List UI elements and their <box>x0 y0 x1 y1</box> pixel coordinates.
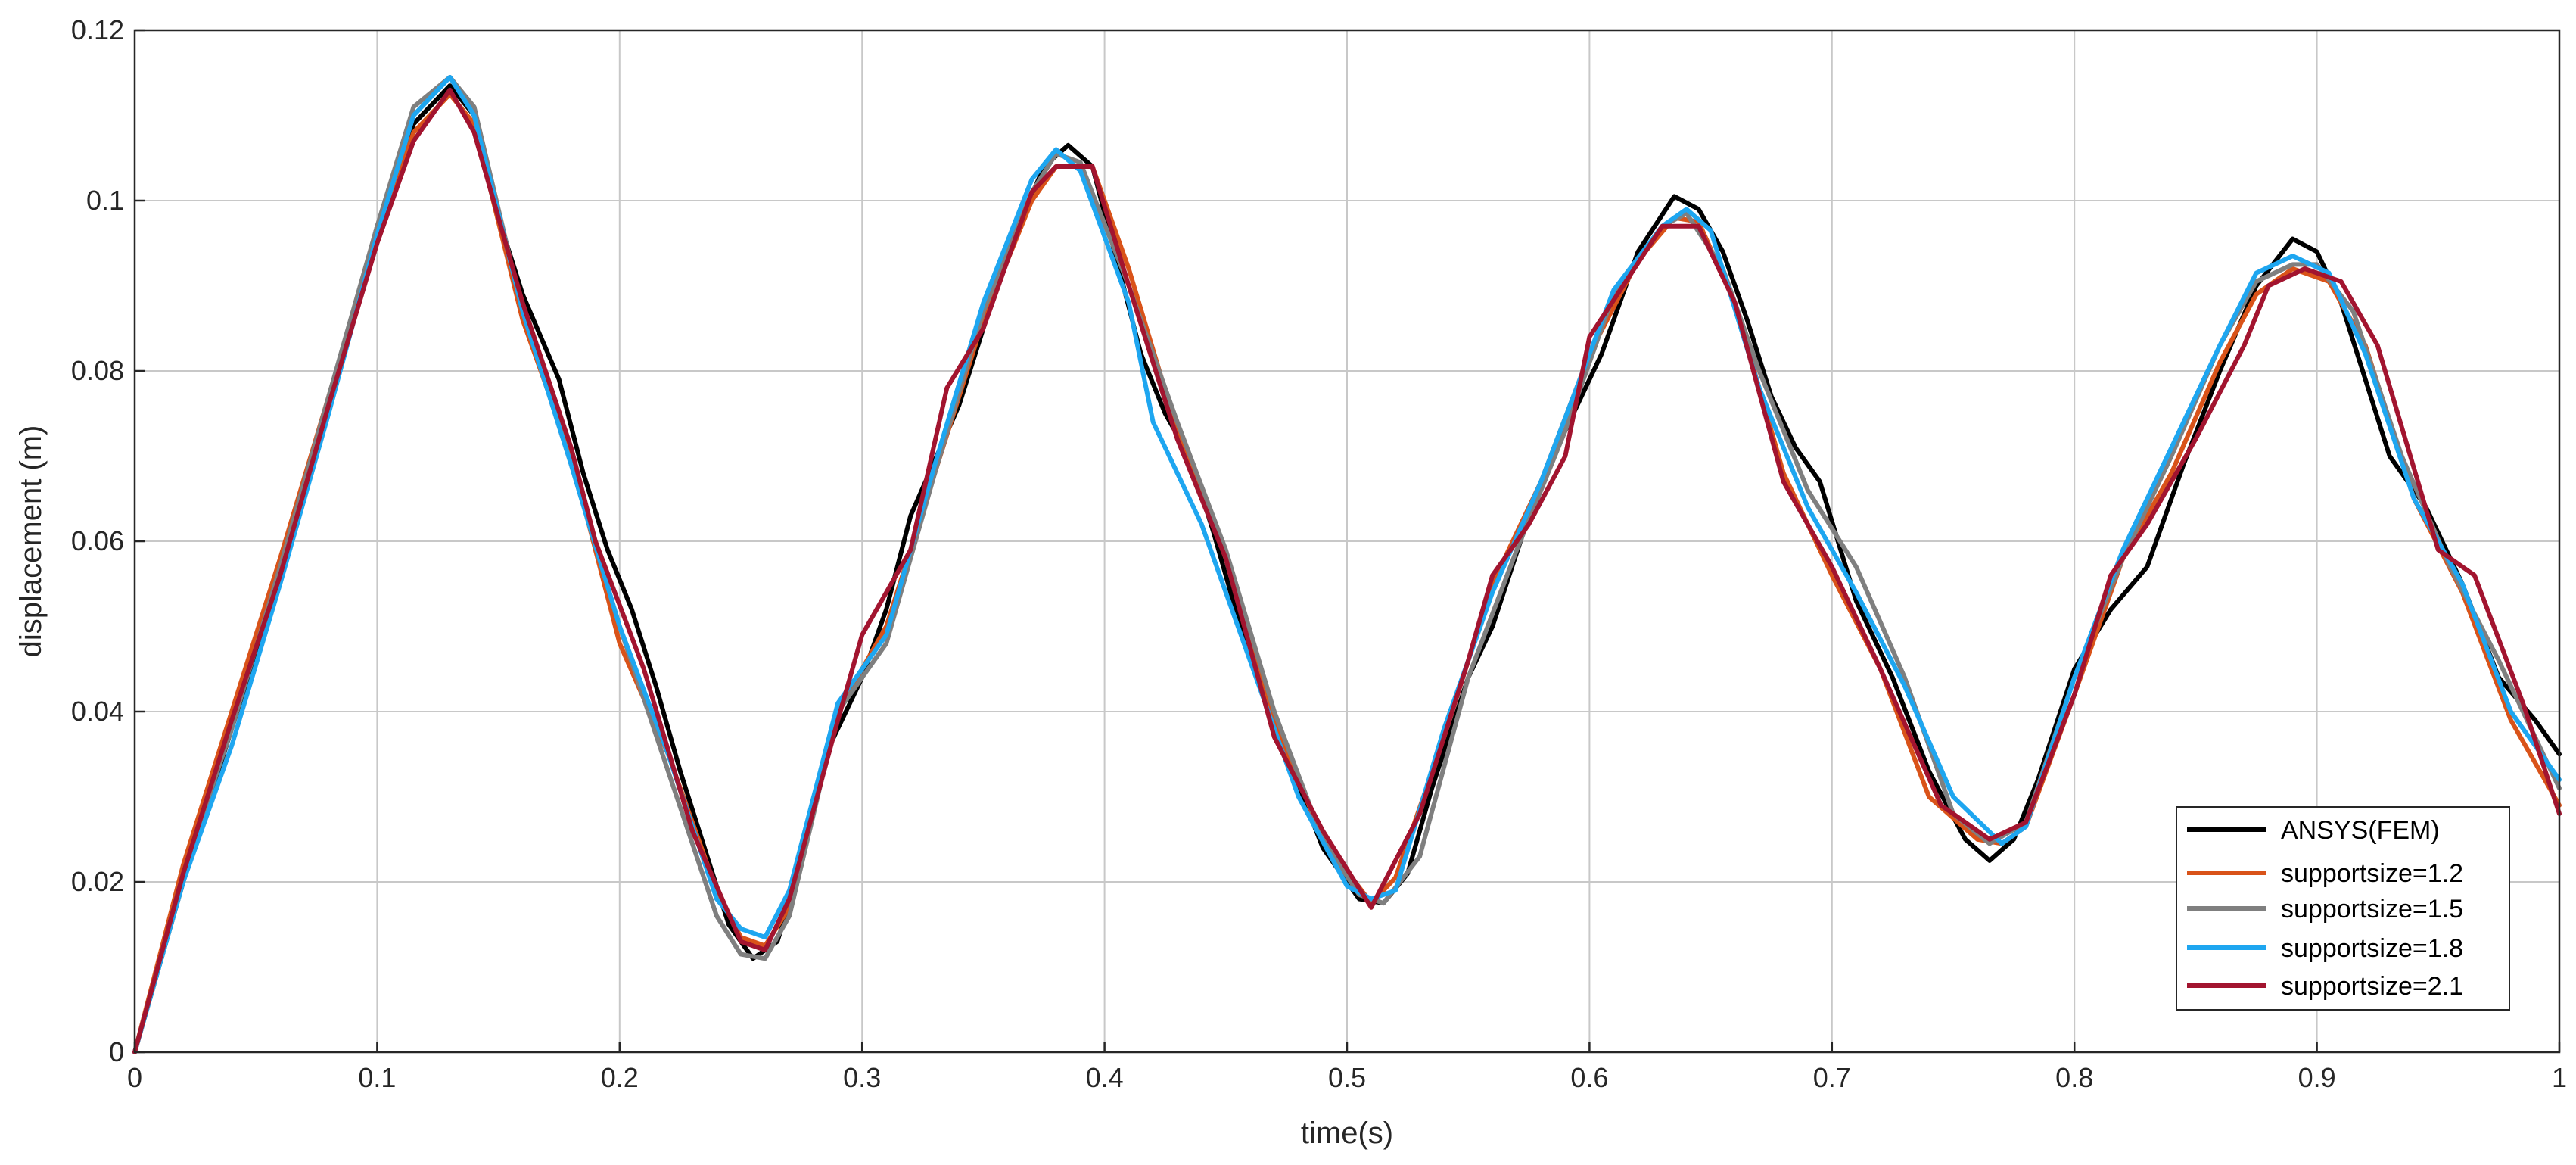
series-line-ansys-fem <box>132 83 2562 1054</box>
y-tick-label: 0 <box>109 1036 124 1067</box>
series-lines <box>132 74 2562 1054</box>
axis-ticks: 0 0.1 0.2 0.3 0.4 0.5 0.6 0.7 0.8 0.9 1 0 0.02 0.04 0.… <box>71 14 2567 1093</box>
y-axis-label: displacement (m) <box>14 425 48 658</box>
x-tick-label: 0.2 <box>601 1062 639 1093</box>
x-tick-label: 0.4 <box>1086 1062 1124 1093</box>
x-tick-label: 0.3 <box>843 1062 881 1093</box>
x-tick-label: 0 <box>127 1062 142 1093</box>
x-axis-label: time(s) <box>1301 1117 1393 1150</box>
y-tick-label: 0.08 <box>71 355 124 386</box>
y-tick-label: 0.12 <box>71 14 124 45</box>
x-tick-label: 0.9 <box>2298 1062 2336 1093</box>
y-tick-label: 0.04 <box>71 696 124 727</box>
x-tick-label: 0.7 <box>1813 1062 1851 1093</box>
legend-label-supportsize-2-1: supportsize=2.1 <box>2281 972 2463 1001</box>
x-tick-label: 0.5 <box>1328 1062 1366 1093</box>
y-tick-label: 0.06 <box>71 525 124 556</box>
x-tick-label: 1 <box>2552 1062 2567 1093</box>
series-line-supportsize-1-8 <box>132 74 2562 1054</box>
legend-label-supportsize-1-5: supportsize=1.5 <box>2281 895 2463 924</box>
x-tick-label: 0.8 <box>2055 1062 2093 1093</box>
legend-label-ansys-fem: ANSYS(FEM) <box>2281 816 2440 845</box>
legend-label-supportsize-1-2: supportsize=1.2 <box>2281 859 2463 888</box>
y-tick-label: 0.02 <box>71 866 124 897</box>
y-tick-label: 0.1 <box>86 185 124 216</box>
legend-label-supportsize-1-8: supportsize=1.8 <box>2281 934 2463 963</box>
x-tick-label: 0.1 <box>358 1062 396 1093</box>
x-tick-label: 0.6 <box>1570 1062 1608 1093</box>
series-line-supportsize-2-1 <box>132 87 2562 1054</box>
legend: ANSYS(FEM) supportsize=1.2 supportsize=1… <box>2176 806 2510 1011</box>
